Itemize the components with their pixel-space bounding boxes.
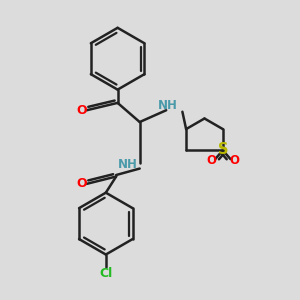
Text: Cl: Cl [99,267,112,280]
Text: NH: NH [118,158,137,171]
Text: NH: NH [158,99,178,112]
Text: O: O [76,177,87,190]
Text: O: O [207,154,217,167]
Text: O: O [229,154,239,167]
Text: S: S [218,142,228,157]
Text: O: O [76,104,87,117]
